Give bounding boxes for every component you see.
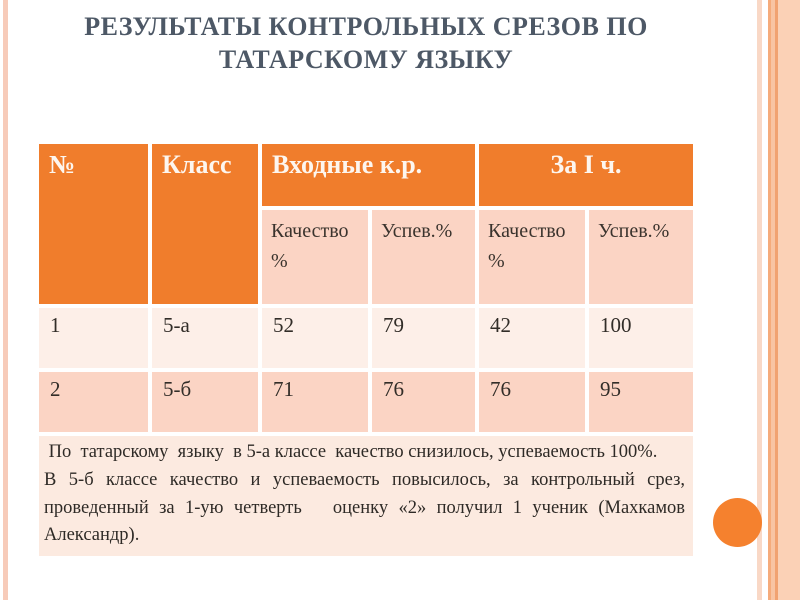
- cell-num: 1: [39, 308, 148, 368]
- right-edge-stripe: [775, 0, 778, 600]
- cell-entry-success: 79: [372, 308, 475, 368]
- right-edge-stripe: [771, 0, 775, 600]
- cell-q1-success: 100: [589, 308, 694, 368]
- table-header-row: № Класс Входные к.р. За I ч.: [39, 144, 694, 304]
- decorative-circle: [713, 498, 762, 547]
- summary-note: По татарскому языку в 5-а классе качеств…: [39, 436, 694, 556]
- header-group-quarter1: За I ч.: [479, 144, 694, 206]
- cell-entry-quality: 52: [262, 308, 368, 368]
- subheader-success-q1: Успев.%: [589, 210, 694, 304]
- right-edge-stripe: [768, 0, 771, 600]
- subheader-quality-q1: Качество%: [479, 210, 585, 304]
- summary-note-paragraph-1: По татарскому языку в 5-а классе качеств…: [44, 442, 658, 462]
- subheader-quality-entry: Качество%: [262, 210, 368, 304]
- cell-q1-quality: 76: [479, 372, 585, 432]
- header-class: Класс: [152, 144, 258, 304]
- results-table: № Класс Входные к.р. За I ч. Качество% У…: [35, 140, 697, 560]
- cell-class: 5-б: [152, 372, 258, 432]
- cell-num: 2: [39, 372, 148, 432]
- subheader-success-entry: Успев.%: [372, 210, 475, 304]
- left-edge-stripe: [3, 0, 8, 600]
- slide-title-line1: РЕЗУЛЬТАТЫ КОНТРОЛЬНЫХ СРЕЗОВ ПО: [84, 12, 648, 41]
- header-group-entry-tests: Входные к.р.: [262, 144, 475, 206]
- cell-entry-success: 76: [372, 372, 475, 432]
- cell-q1-success: 95: [589, 372, 694, 432]
- table-row: 2 5-б 71 76 76 95: [39, 372, 694, 432]
- slide-title: РЕЗУЛЬТАТЫ КОНТРОЛЬНЫХ СРЕЗОВ ПО ТАТАРСК…: [0, 10, 732, 77]
- table-row: 1 5-а 52 79 42 100: [39, 308, 694, 368]
- summary-note-paragraph-2: В 5-б классе качество и успеваемость пов…: [44, 469, 690, 546]
- slide-title-line2: ТАТАРСКОМУ ЯЗЫКУ: [218, 45, 514, 75]
- cell-q1-quality: 42: [479, 308, 585, 368]
- table-note-row: По татарскому языку в 5-а классе качеств…: [39, 436, 694, 556]
- cell-entry-quality: 71: [262, 372, 368, 432]
- right-edge-stripe: [778, 0, 800, 600]
- cell-class: 5-а: [152, 308, 258, 368]
- header-num: №: [39, 144, 148, 304]
- right-edge-stripe: [757, 0, 762, 600]
- table-subheader-row: Качество% Успев.% Качество% Успев.%: [39, 210, 694, 304]
